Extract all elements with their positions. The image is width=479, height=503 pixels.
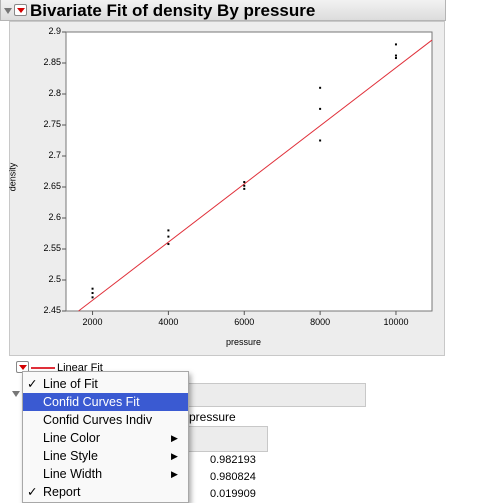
menu-item-confid-curves-fit[interactable]: Confid Curves Fit	[23, 393, 188, 411]
data-point	[91, 292, 94, 295]
checkmark-icon: ✓	[27, 377, 38, 391]
x-tick-label: 8000	[310, 317, 331, 327]
menu-item-line-style[interactable]: Line Style ▶	[43, 449, 178, 463]
menu-item-line-width[interactable]: Line Width ▶	[43, 467, 178, 481]
data-point	[319, 86, 322, 89]
fit-disclosure-icon[interactable]	[12, 391, 20, 397]
red-triangle-menu-icon[interactable]	[14, 4, 27, 16]
y-tick-label: 2.9	[48, 26, 61, 36]
rsquare-value: 0.982193	[210, 454, 256, 466]
data-point	[394, 54, 397, 57]
data-point	[91, 287, 94, 290]
fit-line	[78, 39, 433, 312]
report-title: Bivariate Fit of density By pressure	[30, 1, 316, 20]
data-point	[167, 235, 170, 238]
submenu-arrow-icon: ▶	[171, 469, 178, 479]
menu-item-confid-curves-indiv[interactable]: Confid Curves Indiv	[43, 413, 153, 427]
fit-header-bar	[186, 383, 366, 407]
plot-frame	[65, 31, 433, 312]
submenu-arrow-icon: ▶	[171, 451, 178, 461]
x-tick-label: 4000	[158, 317, 179, 327]
x-tick-label: 10000	[383, 317, 409, 327]
y-tick-label: 2.7	[48, 150, 61, 160]
fit-equation-fragment: pressure	[189, 410, 236, 424]
x-axis-ticks	[92, 311, 397, 315]
x-tick-label: 6000	[234, 317, 255, 327]
data-point	[91, 296, 94, 299]
linear-fit-popup-menu: ✓ Line of Fit Confid Curves Fit Confid C…	[22, 371, 189, 503]
x-axis-title: pressure	[226, 337, 262, 347]
data-point	[319, 139, 322, 142]
data-points	[91, 43, 397, 299]
rmse-value: 0.019909	[210, 488, 256, 500]
menu-item-report[interactable]: ✓ Report	[27, 485, 81, 499]
data-point	[394, 43, 397, 46]
y-tick-label: 2.8	[48, 88, 61, 98]
checkmark-icon: ✓	[27, 485, 38, 499]
x-tick-label: 2000	[82, 317, 103, 327]
submenu-arrow-icon: ▶	[171, 433, 178, 443]
y-tick-label: 2.45	[43, 305, 61, 315]
y-axis-title: density	[7, 162, 18, 192]
data-point	[167, 229, 170, 232]
data-point	[243, 184, 246, 187]
y-tick-label: 2.85	[43, 57, 61, 67]
y-axis-ticks	[62, 31, 66, 312]
data-point	[167, 243, 170, 246]
y-tick-label: 2.6	[48, 212, 61, 222]
fit-legend-swatch	[31, 367, 55, 369]
menu-item-line-color[interactable]: Line Color ▶	[43, 431, 178, 445]
y-tick-label: 2.65	[43, 181, 61, 191]
summary-header-bar	[186, 426, 268, 452]
y-tick-label: 2.55	[43, 243, 61, 253]
menu-item-line-of-fit[interactable]: ✓ Line of Fit	[27, 377, 98, 391]
disclosure-triangle-icon[interactable]	[4, 8, 12, 14]
data-point	[394, 57, 397, 60]
y-tick-label: 2.5	[48, 274, 61, 284]
rsquare-adj-value: 0.980824	[210, 471, 256, 483]
report-title-bar	[0, 0, 446, 21]
data-point	[243, 187, 246, 190]
data-point	[319, 107, 322, 110]
data-point	[243, 181, 246, 184]
y-tick-label: 2.75	[43, 119, 61, 129]
